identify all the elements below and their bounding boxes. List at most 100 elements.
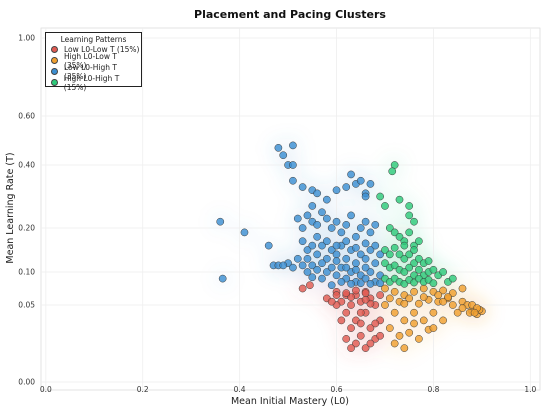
data-point (332, 186, 341, 195)
data-point (274, 144, 283, 152)
data-point (332, 271, 341, 280)
data-point (303, 268, 312, 276)
data-point (470, 308, 479, 317)
legend-label: Low L0-Low T (15%) (64, 45, 140, 54)
data-point (332, 217, 341, 226)
data-point (381, 284, 389, 293)
data-point (385, 250, 394, 259)
data-point (361, 192, 370, 201)
data-point (381, 246, 389, 254)
data-point (381, 259, 389, 268)
data-point (342, 335, 351, 343)
data-point (347, 301, 355, 309)
y-tick-label: 0.20 (18, 224, 35, 233)
data-point (342, 221, 351, 229)
data-point (298, 284, 307, 293)
data-point (410, 246, 418, 254)
data-point (356, 250, 365, 259)
data-point (327, 263, 336, 272)
data-point (216, 217, 225, 226)
data-point (342, 237, 351, 246)
x-tick-label: 0.8 (427, 385, 439, 394)
chart-legend: Learning Patterns Low L0-Low T (15%) Hig… (45, 32, 142, 92)
data-point (390, 287, 399, 296)
data-point (415, 237, 423, 246)
data-point (342, 308, 351, 317)
legend-label: Low L0-High T (35%) (63, 62, 117, 81)
x-axis-ticks: 0.0 0.2 0.4 0.6 0.8 1.0 (40, 385, 537, 394)
data-point (332, 257, 341, 265)
data-point (356, 319, 365, 328)
data-point (322, 268, 331, 276)
data-point (303, 246, 312, 254)
data-point (308, 261, 317, 270)
data-point (371, 241, 380, 250)
data-point (298, 237, 307, 246)
data-point (439, 286, 447, 295)
data-point (434, 291, 443, 299)
data-point (342, 254, 351, 263)
data-point (347, 211, 355, 220)
data-point (415, 265, 423, 274)
data-point (439, 297, 447, 306)
data-point (361, 344, 370, 352)
data-point (405, 202, 414, 210)
series-group (216, 141, 384, 290)
data-point (388, 167, 397, 176)
data-point (366, 228, 375, 237)
data-point (289, 161, 297, 169)
data-point (298, 224, 307, 232)
data-point (381, 301, 389, 309)
data-point (352, 265, 360, 274)
data-point (390, 261, 399, 270)
data-point (322, 237, 331, 246)
y-tick-label: 0.00 (18, 378, 35, 387)
data-point (306, 281, 314, 290)
y-tick-label: 0.40 (18, 161, 35, 170)
series-group (298, 281, 384, 352)
data-point (332, 250, 341, 259)
data-point (448, 301, 457, 309)
y-tick-label: 1.00 (18, 34, 35, 43)
data-point (313, 250, 321, 259)
y-axis-ticks: 0.00 0.05 0.10 0.20 0.40 0.60 1.00 (18, 34, 35, 387)
plot-area (40, 27, 541, 391)
data-point (322, 214, 331, 223)
data-point (405, 328, 414, 337)
data-point (337, 228, 346, 237)
data-point (458, 304, 467, 312)
data-point (347, 344, 355, 352)
data-point (395, 195, 404, 204)
legend-swatch (51, 68, 58, 75)
x-tick-label: 0.2 (137, 385, 149, 394)
data-point (400, 254, 409, 263)
data-point (376, 291, 384, 299)
data-point (400, 268, 409, 276)
data-point (347, 324, 355, 332)
data-point (410, 259, 418, 268)
y-tick-label: 0.60 (18, 112, 35, 121)
data-point (419, 293, 428, 301)
data-point (347, 280, 355, 288)
data-point (308, 241, 317, 250)
data-point (352, 259, 360, 268)
data-point (395, 331, 404, 340)
data-point (264, 241, 273, 250)
data-point (279, 261, 288, 270)
data-point (439, 268, 447, 276)
data-point (313, 189, 321, 198)
data-point (356, 224, 365, 232)
data-point (313, 265, 321, 274)
legend-title: Learning Patterns (60, 35, 127, 44)
y-tick-label: 0.10 (18, 268, 35, 277)
data-point (342, 263, 351, 272)
data-point (327, 224, 336, 232)
data-point (405, 294, 414, 303)
y-axis-label: Mean Learning Rate (T) (5, 152, 16, 263)
data-point (318, 259, 326, 268)
data-point (361, 295, 370, 304)
data-point (366, 246, 375, 254)
data-point (405, 211, 414, 220)
legend-swatch (51, 57, 58, 64)
